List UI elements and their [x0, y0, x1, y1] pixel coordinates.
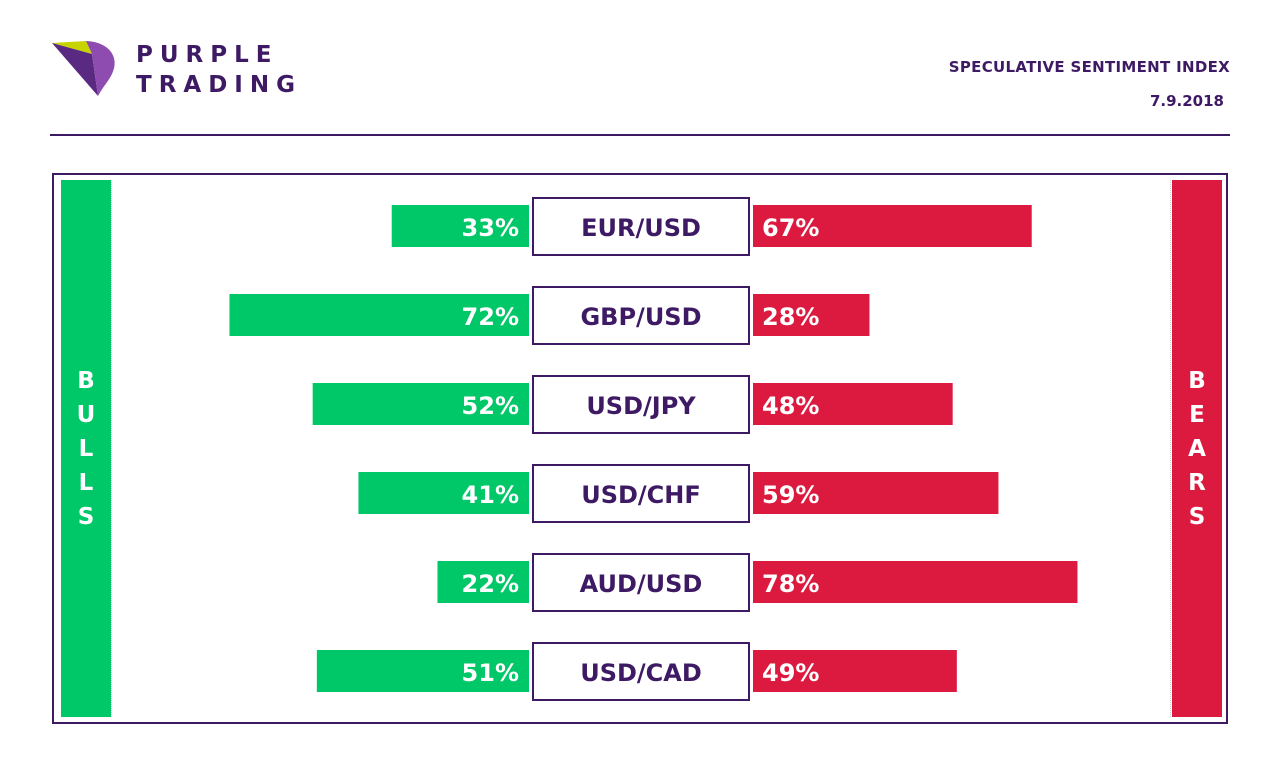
side-letter: S — [1188, 503, 1206, 530]
bears-bar — [753, 205, 1032, 247]
bears-bar — [753, 472, 999, 514]
bears-value-label: 48% — [762, 392, 819, 420]
bears-value-label: 67% — [762, 214, 819, 242]
purple-trading-logo — [52, 41, 115, 96]
pair-label: EUR/USD — [581, 214, 701, 242]
bulls-bar — [316, 650, 529, 692]
bulls-bar — [229, 294, 530, 336]
logo-dark-facet — [52, 43, 98, 96]
brand-line-1: PURPLE — [136, 42, 279, 68]
side-letter: L — [78, 435, 94, 462]
bulls-value-label: 52% — [462, 392, 519, 420]
bulls-value-label: 22% — [462, 570, 519, 598]
pair-label: AUD/USD — [580, 570, 703, 598]
bulls-bar — [437, 561, 529, 603]
chart-frame — [52, 173, 1228, 724]
pair-label: GBP/USD — [580, 303, 701, 331]
pair-box — [532, 553, 750, 612]
bears-bar — [753, 383, 953, 425]
bulls-dotted-guide — [111, 180, 112, 717]
side-letter: S — [77, 503, 95, 530]
bulls-bar — [391, 205, 529, 247]
side-letter: E — [1189, 401, 1205, 428]
bulls-value-label: 51% — [462, 659, 519, 687]
bulls-value-label: 41% — [462, 481, 519, 509]
side-letter: A — [1188, 435, 1206, 462]
page-title: SPECULATIVE SENTIMENT INDEX — [948, 58, 1230, 76]
logo-light-facet — [86, 41, 115, 96]
bears-bar — [753, 561, 1078, 603]
bears-bar — [753, 294, 870, 336]
pair-box — [532, 197, 750, 256]
pair-label: USD/CHF — [581, 481, 701, 509]
pair-label: USD/CAD — [580, 659, 702, 687]
pair-box — [532, 642, 750, 701]
pair-box — [532, 464, 750, 523]
bears-value-label: 78% — [762, 570, 819, 598]
report-date: 7.9.2018 — [1149, 92, 1224, 110]
pair-box — [532, 286, 750, 345]
side-letter: L — [78, 469, 94, 496]
side-letter: R — [1188, 469, 1206, 496]
bears-value-label: 59% — [762, 481, 819, 509]
bears-value-label: 49% — [762, 659, 819, 687]
bulls-value-label: 33% — [462, 214, 519, 242]
bears-value-label: 28% — [762, 303, 819, 331]
brand-line-2: TRADING — [136, 72, 302, 98]
bulls-bar — [358, 472, 529, 514]
bulls-value-label: 72% — [462, 303, 519, 331]
side-letter: B — [77, 367, 95, 394]
bears-bar — [753, 650, 957, 692]
header-divider — [50, 134, 1230, 136]
bears-dotted-guide — [1170, 180, 1171, 717]
side-letter: B — [1188, 367, 1206, 394]
logo-lime-facet — [52, 41, 92, 54]
pair-label: USD/JPY — [586, 392, 696, 420]
brand-wordmark: PURPLE TRADING — [136, 40, 302, 100]
pair-box — [532, 375, 750, 434]
bulls-bar — [312, 383, 529, 425]
side-letter: U — [76, 401, 96, 428]
